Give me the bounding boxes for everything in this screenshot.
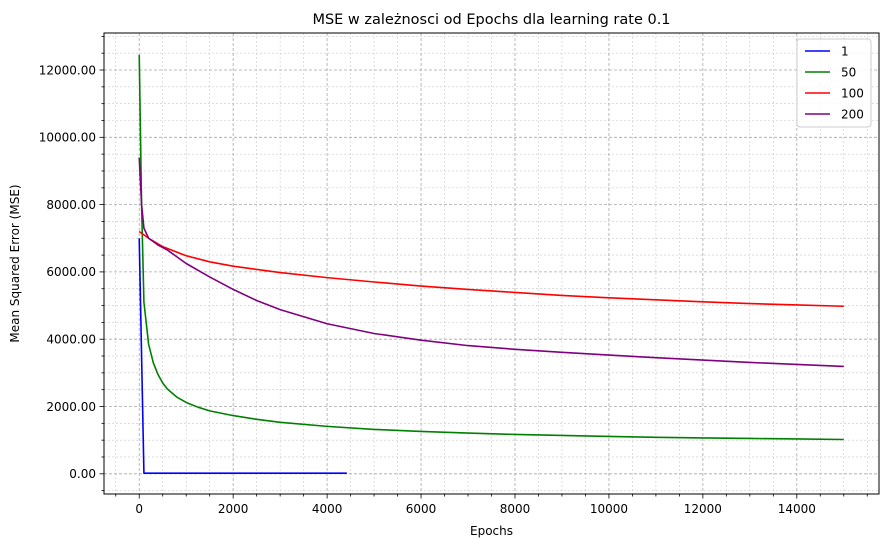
x-axis-ticks: 0 2000 4000 6000 8000 10000 12000 14000 — [115, 494, 868, 516]
x-tick-label: 14000 — [778, 502, 816, 516]
y-axis-title: Mean Squared Error (MSE) — [8, 184, 22, 342]
legend-label-50: 50 — [841, 65, 856, 79]
x-tick-label: 8000 — [500, 502, 531, 516]
x-tick-label: 4000 — [312, 502, 343, 516]
y-tick-label: 6000.00 — [46, 265, 96, 279]
y-tick-label: 0.00 — [69, 467, 96, 481]
series-line-100 — [138, 230, 844, 308]
y-tick-label: 4000.00 — [46, 333, 96, 347]
y-axis-ticks: 0.00 2000.00 4000.00 6000.00 8000.00 10000.00… — [39, 35, 104, 492]
legend-label-200: 200 — [841, 107, 864, 121]
x-tick-label: 6000 — [406, 502, 437, 516]
x-axis-title: Epochs — [470, 524, 513, 538]
chart-title: MSE w zależnosci od Epochs dla learning … — [312, 12, 670, 28]
series-lines — [138, 54, 844, 474]
y-tick-label: 12000.00 — [39, 63, 96, 77]
x-tick-label: 12000 — [684, 502, 722, 516]
x-tick-label: 10000 — [590, 502, 628, 516]
series-line-200 — [138, 157, 844, 368]
y-tick-label: 8000.00 — [46, 198, 96, 212]
legend-box — [796, 38, 872, 128]
series-line-50 — [138, 54, 844, 441]
legend: 1 50 100 200 — [796, 38, 872, 128]
x-tick-label: 2000 — [218, 502, 249, 516]
major-grid — [104, 33, 879, 494]
series-line-1 — [138, 238, 347, 474]
x-tick-label: 0 — [135, 502, 143, 516]
legend-label-100: 100 — [841, 86, 864, 100]
y-tick-label: 2000.00 — [46, 400, 96, 414]
y-tick-label: 10000.00 — [39, 131, 96, 145]
legend-label-1: 1 — [841, 44, 849, 58]
